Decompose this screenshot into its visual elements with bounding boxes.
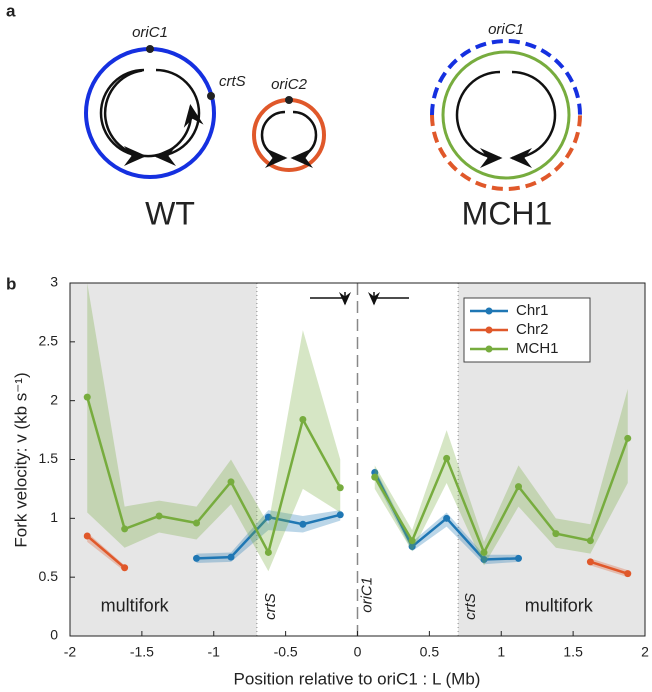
annotation: multifork <box>101 595 170 615</box>
point <box>408 537 416 545</box>
panel-label: b <box>6 274 16 293</box>
x-tick-label: 0 <box>354 644 362 660</box>
error-band <box>374 388 628 566</box>
legend-dot <box>485 345 493 353</box>
point <box>227 553 235 561</box>
series-group <box>83 283 632 578</box>
point <box>193 554 200 562</box>
point <box>83 532 91 540</box>
y-tick-label: 1.5 <box>39 450 59 466</box>
legend-label: Chr2 <box>516 321 549 338</box>
point <box>336 484 344 492</box>
point <box>586 558 594 566</box>
label: MCH1 <box>462 195 553 231</box>
x-axis-label: Position relative to oriC1 : L (Mb) <box>234 669 481 688</box>
point <box>624 570 632 578</box>
point <box>336 511 344 519</box>
point <box>443 454 451 462</box>
label: oriC1 <box>488 21 524 38</box>
line <box>589 560 629 575</box>
label: oriC1 <box>132 24 168 41</box>
point <box>443 514 451 522</box>
y-tick-label: 2 <box>50 391 58 407</box>
point <box>552 530 560 538</box>
x-tick-label: -1 <box>208 644 221 660</box>
point <box>515 554 522 562</box>
x-tick-label: 0.5 <box>420 644 440 660</box>
point <box>121 525 129 533</box>
line <box>86 396 342 556</box>
x-tick-label: 2 <box>641 644 649 660</box>
annotation: oriC1 <box>359 577 376 613</box>
annotation: crtS <box>462 593 479 620</box>
legend-dot <box>485 326 493 334</box>
point <box>155 512 163 520</box>
point <box>586 537 594 545</box>
y-axis-label: Fork velocity: v (kb s⁻¹) <box>11 372 30 547</box>
y-tick-label: 2.5 <box>39 333 59 349</box>
annotation: crtS <box>262 593 279 620</box>
legend-dot <box>485 307 493 315</box>
y-tick-label: 0.5 <box>39 568 59 584</box>
shaded-region <box>70 283 257 636</box>
x-tick-label: 1.5 <box>563 644 583 660</box>
x-tick-label: -0.5 <box>274 644 298 660</box>
mch1-diagram <box>430 39 582 191</box>
plot: multifork multifork crtS oriC1 crtS -2 -1.5 -1 -… <box>39 274 650 660</box>
error-band <box>87 283 341 572</box>
point <box>480 556 488 564</box>
point <box>227 478 235 486</box>
y-tick-label: 3 <box>50 274 58 290</box>
x-tick-label: -2 <box>64 644 77 660</box>
point <box>121 564 129 572</box>
label: oriC2 <box>271 76 308 93</box>
label: crtS <box>219 73 246 90</box>
point <box>624 434 632 442</box>
point <box>299 520 307 528</box>
panel-label: a <box>6 1 16 20</box>
annotation: multifork <box>525 595 594 615</box>
point <box>264 513 272 521</box>
point <box>480 548 488 556</box>
point <box>193 519 200 527</box>
point <box>408 543 416 551</box>
wt-diagram <box>84 45 326 179</box>
legend-label: Chr1 <box>516 302 549 319</box>
point <box>264 548 272 556</box>
point <box>515 483 522 491</box>
point <box>83 393 91 401</box>
line <box>373 437 629 556</box>
point <box>371 473 379 481</box>
legend-label: MCH1 <box>516 340 559 357</box>
y-tick-label: 0 <box>50 627 58 643</box>
label: WT <box>145 195 195 231</box>
line <box>86 535 126 569</box>
point <box>299 415 307 423</box>
arrow <box>310 292 345 304</box>
y-tick-label: 1 <box>50 509 58 525</box>
x-tick-label: -1.5 <box>130 644 154 660</box>
arrow <box>374 292 409 304</box>
x-tick-label: 1 <box>497 644 505 660</box>
